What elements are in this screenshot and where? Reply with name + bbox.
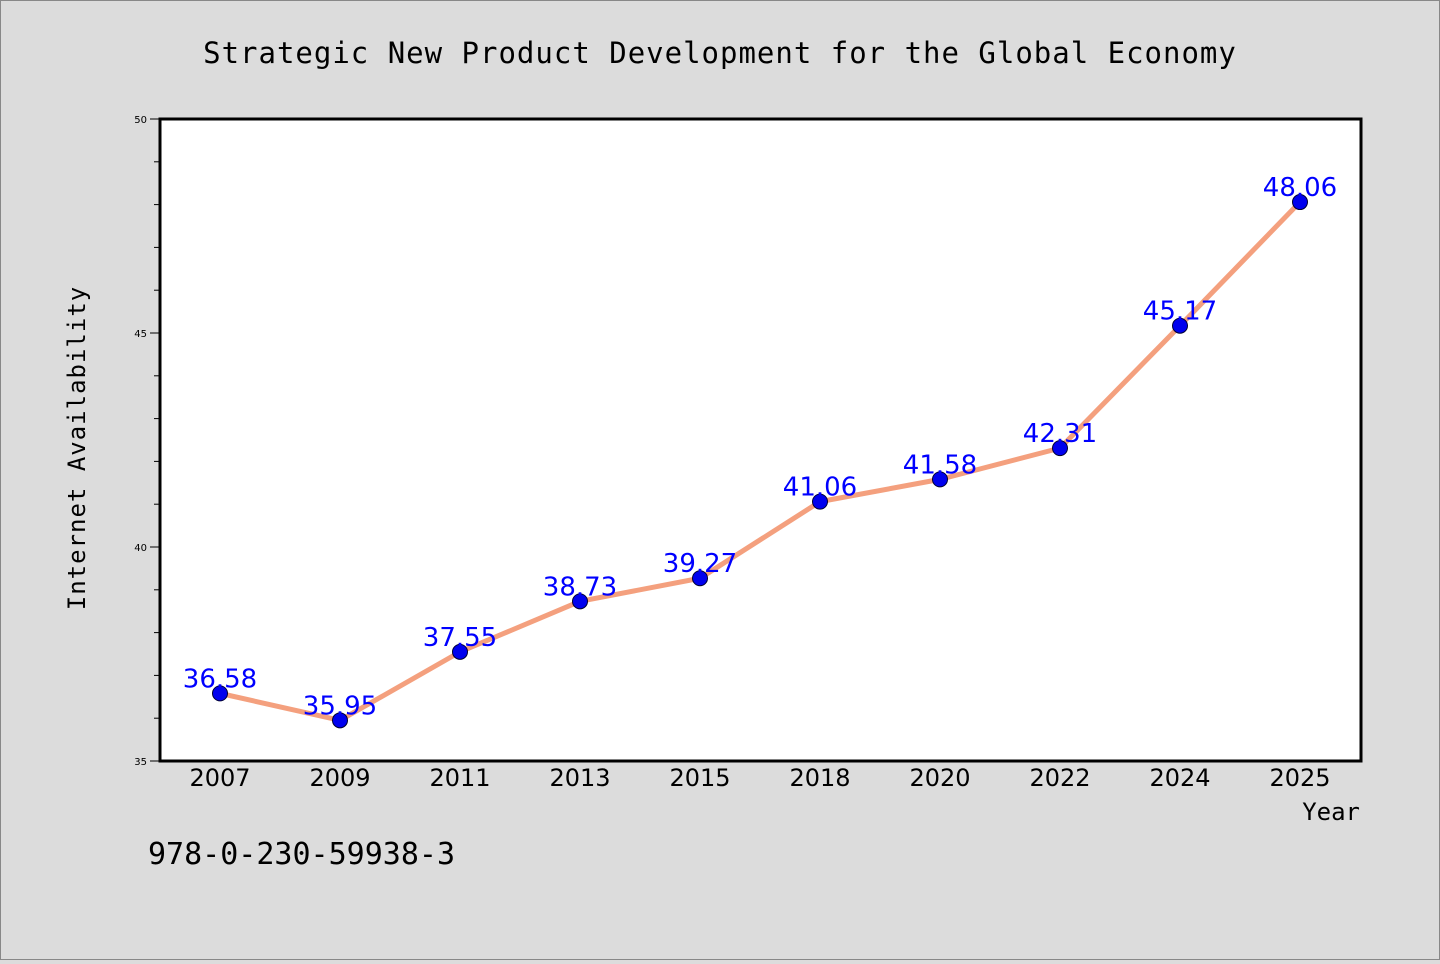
data-point bbox=[1052, 440, 1068, 457]
x-tick-label: 2025 bbox=[1269, 764, 1330, 792]
y-axis-label: Internet Availability bbox=[63, 286, 91, 610]
data-label: 48.06 bbox=[1263, 173, 1337, 203]
x-tick-label: 2013 bbox=[549, 764, 610, 792]
data-label: 41.06 bbox=[783, 473, 857, 503]
x-tick-label: 2007 bbox=[189, 764, 250, 792]
x-tick-label: 2009 bbox=[309, 764, 370, 792]
data-labels-layer: 36.58 35.95 37.55 38.73 39.27 41.06 41.58 42.31… bbox=[183, 173, 1337, 721]
y-tick-label: 40 bbox=[134, 543, 147, 554]
series-line bbox=[217, 199, 1303, 723]
markers-layer bbox=[212, 194, 1308, 729]
data-label: 39.27 bbox=[663, 549, 737, 579]
data-point bbox=[932, 471, 948, 488]
data-label: 45.17 bbox=[1143, 297, 1217, 327]
x-axis-label: Year bbox=[1302, 798, 1360, 826]
x-tick-label: 2011 bbox=[429, 764, 490, 792]
data-point bbox=[1172, 317, 1188, 334]
x-axis-tick-labels: 2007 2009 2011 2013 2015 2018 2020 2022 2024 2025 bbox=[189, 764, 1330, 792]
chart-title: Strategic New Product Development for th… bbox=[203, 36, 1237, 70]
data-label: 37.55 bbox=[423, 623, 497, 653]
x-tick-label: 2024 bbox=[1149, 764, 1210, 792]
x-tick-label: 2022 bbox=[1029, 764, 1090, 792]
x-tick-label: 2020 bbox=[909, 764, 970, 792]
footnote-isbn: 978-0-230-59938-3 bbox=[148, 837, 455, 872]
data-point bbox=[812, 493, 828, 510]
y-tick-label: 45 bbox=[134, 329, 147, 340]
x-tick-label: 2018 bbox=[789, 764, 850, 792]
plot-frame bbox=[158, 117, 1363, 763]
y-axis-ticks: 35 40 45 50 bbox=[134, 115, 160, 768]
y-tick-label: 50 bbox=[134, 115, 147, 126]
data-point bbox=[692, 570, 708, 587]
data-label: 41.58 bbox=[903, 450, 977, 480]
data-point bbox=[332, 712, 348, 729]
data-point bbox=[452, 643, 468, 660]
plot-area bbox=[160, 119, 1361, 761]
series-line-layer bbox=[217, 199, 1303, 723]
data-label: 38.73 bbox=[543, 572, 617, 602]
y-tick-label: 35 bbox=[134, 757, 147, 768]
data-label: 42.31 bbox=[1023, 419, 1097, 449]
x-tick-label: 2015 bbox=[669, 764, 730, 792]
data-point bbox=[572, 593, 588, 610]
data-point bbox=[212, 685, 228, 702]
data-label: 35.95 bbox=[303, 691, 377, 721]
data-point bbox=[1292, 194, 1308, 211]
data-label: 36.58 bbox=[183, 664, 257, 694]
